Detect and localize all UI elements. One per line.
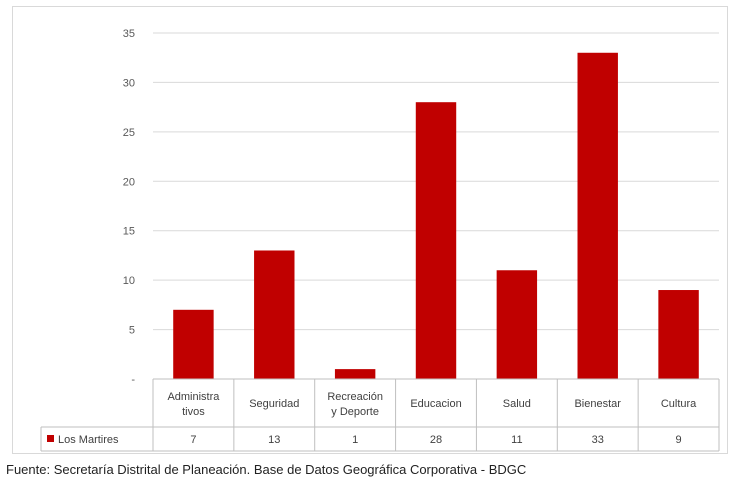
bar xyxy=(577,52,618,380)
bar xyxy=(415,102,457,379)
bar xyxy=(254,250,295,379)
bar xyxy=(496,270,538,379)
table-value: 28 xyxy=(430,434,442,446)
table-value: 13 xyxy=(268,434,280,446)
table-value: 11 xyxy=(511,434,522,446)
category-label: Bienestar xyxy=(574,398,621,410)
category-label: Recreación xyxy=(327,391,383,403)
bar-chart: - 5 10 15 20 25 30 35 Administra tivos Seguridad Re… xyxy=(40,28,720,452)
source-note: Fuente: Secretaría Distrital de Planeaci… xyxy=(6,462,527,477)
category-label: Salud xyxy=(503,398,531,410)
category-label: Educacion xyxy=(410,398,461,410)
legend-swatch xyxy=(47,435,54,442)
category-label: Cultura xyxy=(661,398,697,410)
y-tick-label: 15 xyxy=(123,226,135,238)
category-label: tivos xyxy=(182,406,205,418)
bar xyxy=(173,309,214,379)
table-value: 9 xyxy=(676,434,682,446)
bar xyxy=(658,290,699,379)
table-value: 1 xyxy=(352,434,358,446)
y-tick-label: 25 xyxy=(123,127,135,139)
category-label: Seguridad xyxy=(249,398,299,410)
table-value: 7 xyxy=(190,434,196,446)
table-value: 33 xyxy=(592,434,604,446)
y-tick-label: - xyxy=(131,374,135,386)
legend-label: Los Martires xyxy=(58,434,119,446)
bar xyxy=(334,369,376,379)
y-tick-label: 35 xyxy=(123,28,135,40)
category-label: y Deporte xyxy=(331,406,379,418)
y-tick-label: 30 xyxy=(123,77,135,89)
y-tick-label: 20 xyxy=(123,176,135,188)
y-tick-label: 10 xyxy=(123,275,135,287)
y-tick-label: 5 xyxy=(129,325,135,337)
category-label: Administra xyxy=(167,391,220,403)
chart-frame: - 5 10 15 20 25 30 35 Administra tivos Seguridad Re… xyxy=(12,6,728,454)
